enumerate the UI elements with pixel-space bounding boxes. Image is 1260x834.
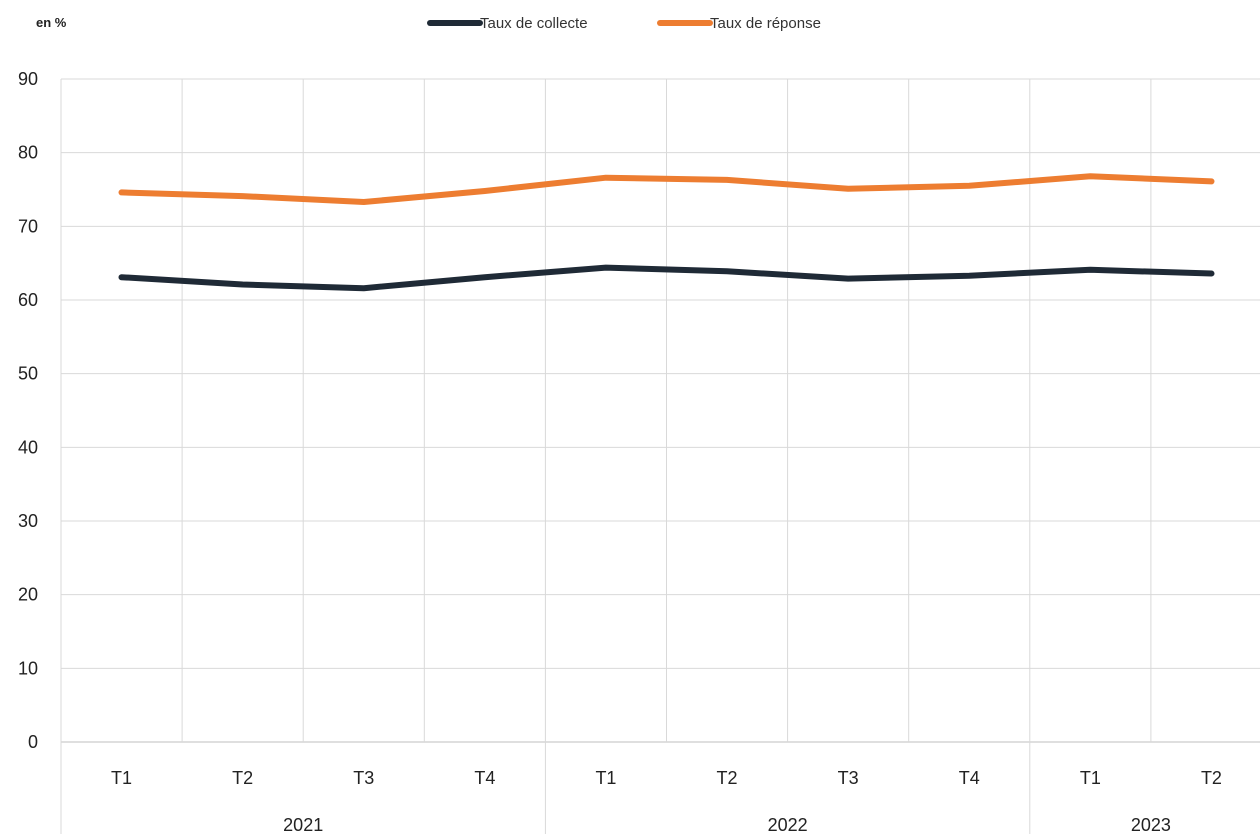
x-tick-label: T4 xyxy=(474,768,495,788)
unit-label: en % xyxy=(36,15,67,30)
y-tick-label: 0 xyxy=(28,732,38,752)
y-tick-label: 90 xyxy=(18,69,38,89)
group-label: 2023 xyxy=(1131,815,1171,834)
series-lines xyxy=(118,173,1215,292)
x-tick-label: T3 xyxy=(838,768,859,788)
series-line xyxy=(118,264,1215,292)
legend-label: Taux de réponse xyxy=(710,15,821,32)
legend: Taux de collecte Taux de réponse xyxy=(427,15,821,32)
y-tick-label: 70 xyxy=(18,216,38,236)
x-tick-label: T1 xyxy=(1080,768,1101,788)
y-tick-label: 20 xyxy=(18,585,38,605)
x-tick-label: T4 xyxy=(959,768,980,788)
x-tick-label: T2 xyxy=(232,768,253,788)
y-tick-label: 30 xyxy=(18,511,38,531)
y-tick-label: 60 xyxy=(18,290,38,310)
x-tick-label: T2 xyxy=(1201,768,1222,788)
y-tick-label: 40 xyxy=(18,437,38,457)
y-tick-label: 80 xyxy=(18,143,38,163)
x-tick-label: T3 xyxy=(353,768,374,788)
legend-label: Taux de collecte xyxy=(480,15,588,32)
series-line xyxy=(118,173,1215,205)
y-tick-label: 50 xyxy=(18,364,38,384)
x-tick-label: T2 xyxy=(717,768,738,788)
x-tick-label: T1 xyxy=(111,768,132,788)
y-tick-label: 10 xyxy=(18,658,38,678)
axes: 0 10 20 30 40 50 60 70 80 90 T1 T2 T3 T4 T1 T2 T3 T4 T1 T2 2… xyxy=(18,69,1222,834)
x-tick-label: T1 xyxy=(595,768,616,788)
group-label: 2022 xyxy=(768,815,808,834)
group-label: 2021 xyxy=(283,815,323,834)
grid xyxy=(60,78,1260,743)
